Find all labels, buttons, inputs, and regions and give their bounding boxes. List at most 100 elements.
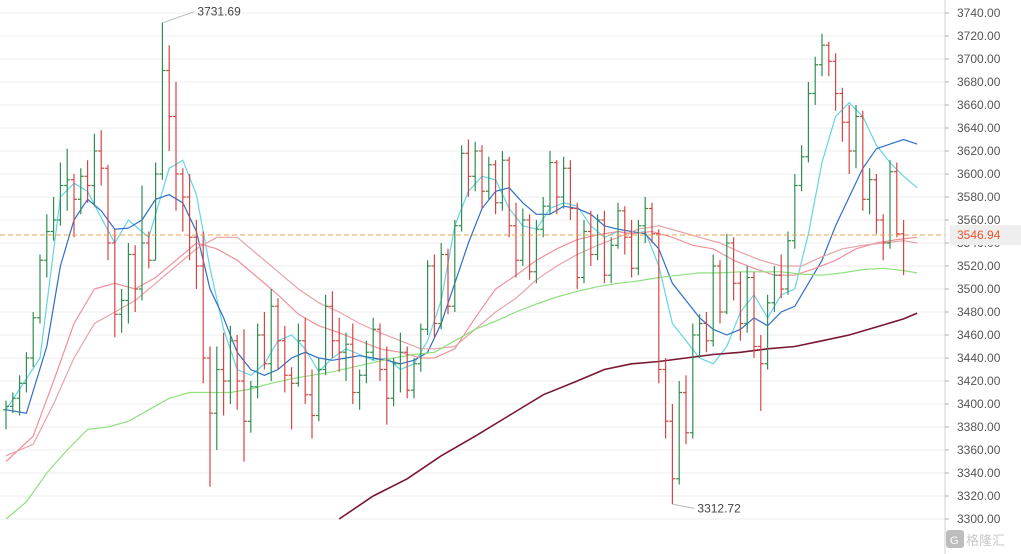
y-tick-label: 3500.00 (957, 282, 1001, 296)
candle (485, 156, 492, 200)
candle (662, 358, 669, 439)
y-tick-label: 3640.00 (957, 121, 1001, 135)
candle (186, 174, 193, 261)
candle (513, 202, 519, 278)
candle (234, 335, 241, 410)
candle (887, 160, 893, 249)
candle (757, 335, 764, 411)
candle (791, 174, 798, 249)
candle (853, 105, 859, 169)
candle (689, 323, 696, 439)
candle (84, 160, 91, 203)
candle (383, 346, 390, 425)
candle (458, 145, 465, 232)
y-tick-label: 3340.00 (957, 466, 1001, 480)
candle (451, 220, 458, 312)
y-tick-label: 3700.00 (957, 52, 1001, 66)
candle (805, 82, 812, 163)
candle (710, 254, 717, 347)
candle (533, 220, 540, 284)
y-tick-label: 3560.00 (957, 213, 1001, 227)
candle (64, 148, 71, 211)
candle (737, 271, 744, 341)
candle (309, 369, 315, 439)
y-tick-label: 3620.00 (957, 144, 1001, 158)
candle (315, 358, 322, 422)
candle (683, 375, 689, 445)
candle (873, 174, 880, 234)
candle (227, 325, 234, 404)
candle (764, 294, 771, 370)
candle (23, 352, 30, 393)
y-tick-label: 3660.00 (957, 98, 1001, 112)
current-price-label: 3546.94 (957, 228, 1001, 242)
candle (547, 151, 553, 215)
candle (363, 340, 370, 384)
candle (111, 229, 118, 338)
candle (336, 317, 343, 372)
annotations: 3731.69 3312.72 (163, 5, 741, 515)
candle (717, 260, 723, 324)
candle (880, 214, 887, 261)
candle (479, 145, 485, 209)
candle (220, 332, 227, 416)
candle (377, 323, 383, 381)
candle (261, 312, 268, 370)
candle (581, 220, 587, 284)
candle (356, 369, 363, 410)
y-tick-label: 3420.00 (957, 374, 1001, 388)
candle (179, 168, 186, 232)
candle (601, 210, 608, 284)
candle (506, 156, 513, 238)
y-tick-label: 3600.00 (957, 167, 1001, 181)
candle (166, 45, 173, 151)
candle (152, 162, 159, 261)
candle (57, 162, 64, 226)
candle (587, 210, 594, 266)
candle (615, 202, 621, 249)
candle (744, 266, 751, 333)
candle (540, 197, 547, 238)
candle (397, 332, 404, 393)
candle (621, 206, 628, 255)
candle (404, 346, 411, 399)
candle (173, 82, 179, 211)
candle (118, 289, 125, 333)
candle (839, 87, 846, 142)
y-tick-label: 3460.00 (957, 328, 1001, 342)
candle (91, 133, 98, 207)
ma-line-5 (5, 267, 918, 520)
candle (825, 41, 832, 77)
y-tick-label: 3380.00 (957, 420, 1001, 434)
candle (50, 197, 57, 241)
current-price-tag: 3546.94 (950, 225, 1021, 246)
candle (329, 291, 336, 358)
candle (560, 156, 567, 209)
candle (193, 220, 200, 289)
candle (608, 237, 615, 284)
candle (98, 130, 105, 186)
candle (730, 237, 737, 301)
candle (207, 346, 213, 487)
candle (200, 231, 207, 384)
y-tick-label: 3400.00 (957, 397, 1001, 411)
candle (445, 248, 451, 315)
candle (751, 271, 757, 358)
candle (499, 151, 506, 211)
candle (519, 208, 526, 266)
candle (288, 367, 295, 430)
y-tick-label: 3320.00 (957, 489, 1001, 503)
candle (16, 375, 23, 416)
candle (275, 298, 281, 370)
y-tick-label: 3440.00 (957, 351, 1001, 365)
candle (642, 197, 649, 243)
y-tick-label: 3360.00 (957, 443, 1001, 457)
y-tick-label: 3520.00 (957, 259, 1001, 273)
candle (655, 229, 662, 384)
candle (349, 323, 356, 404)
candle (145, 231, 152, 269)
candle (390, 358, 397, 407)
candle (628, 220, 635, 278)
candle (526, 214, 533, 280)
candles (3, 22, 907, 505)
